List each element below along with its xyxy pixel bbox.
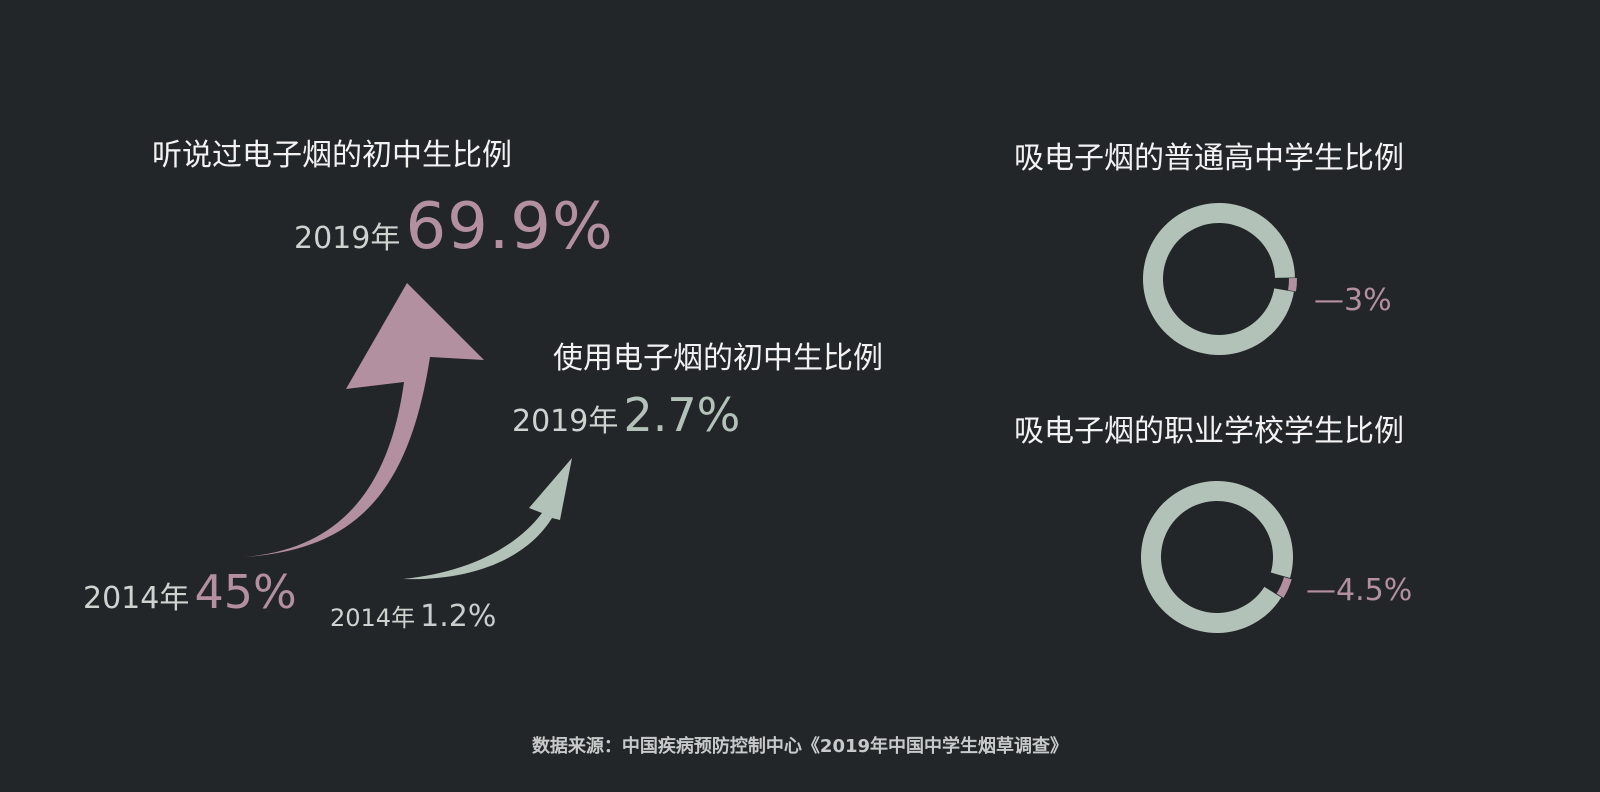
heard-title: 听说过电子烟的初中生比例 (152, 138, 512, 173)
used-title: 使用电子烟的初中生比例 (553, 341, 883, 376)
used-2019-percent: 2.7% (623, 388, 741, 442)
heard-2014-year: 2014年 (83, 581, 190, 616)
high-school-percent-label: —3% (1314, 283, 1392, 318)
heard-trend-arrow (244, 283, 484, 557)
high-school-remainder-slice (1142, 203, 1295, 355)
heard-2019-value: 2019年 69.9% (294, 190, 614, 264)
vocational-title: 吸电子烟的职业学校学生比例 (1014, 414, 1404, 449)
high-school-title: 吸电子烟的普通高中学生比例 (1014, 141, 1404, 176)
heard-2019-percent: 69.9% (405, 190, 614, 264)
high-school-highlight-slice (1288, 278, 1297, 292)
data-source: 数据来源：中国疾病预防控制中心《2019年中国中学生烟草调查》 (531, 736, 1069, 757)
used-2014-value: 2014年 1.2% (330, 598, 496, 634)
used-2019-value: 2019年 2.7% (512, 388, 740, 442)
used-2019-year: 2019年 (512, 404, 619, 439)
heard-2019-year: 2019年 (294, 221, 401, 256)
used-trend-arrow (403, 458, 572, 580)
heard-2014-percent: 45% (194, 565, 297, 619)
vocational-highlight-slice (1276, 577, 1292, 598)
vocational-donut (1140, 481, 1293, 634)
used-2014-year: 2014年 (330, 604, 416, 632)
vocational-remainder-slice (1140, 481, 1293, 634)
vocational-percent-label: —4.5% (1306, 573, 1413, 608)
used-2014-percent: 1.2% (420, 599, 497, 634)
high-school-donut (1142, 203, 1297, 355)
heard-2014-value: 2014年 45% (83, 565, 297, 619)
